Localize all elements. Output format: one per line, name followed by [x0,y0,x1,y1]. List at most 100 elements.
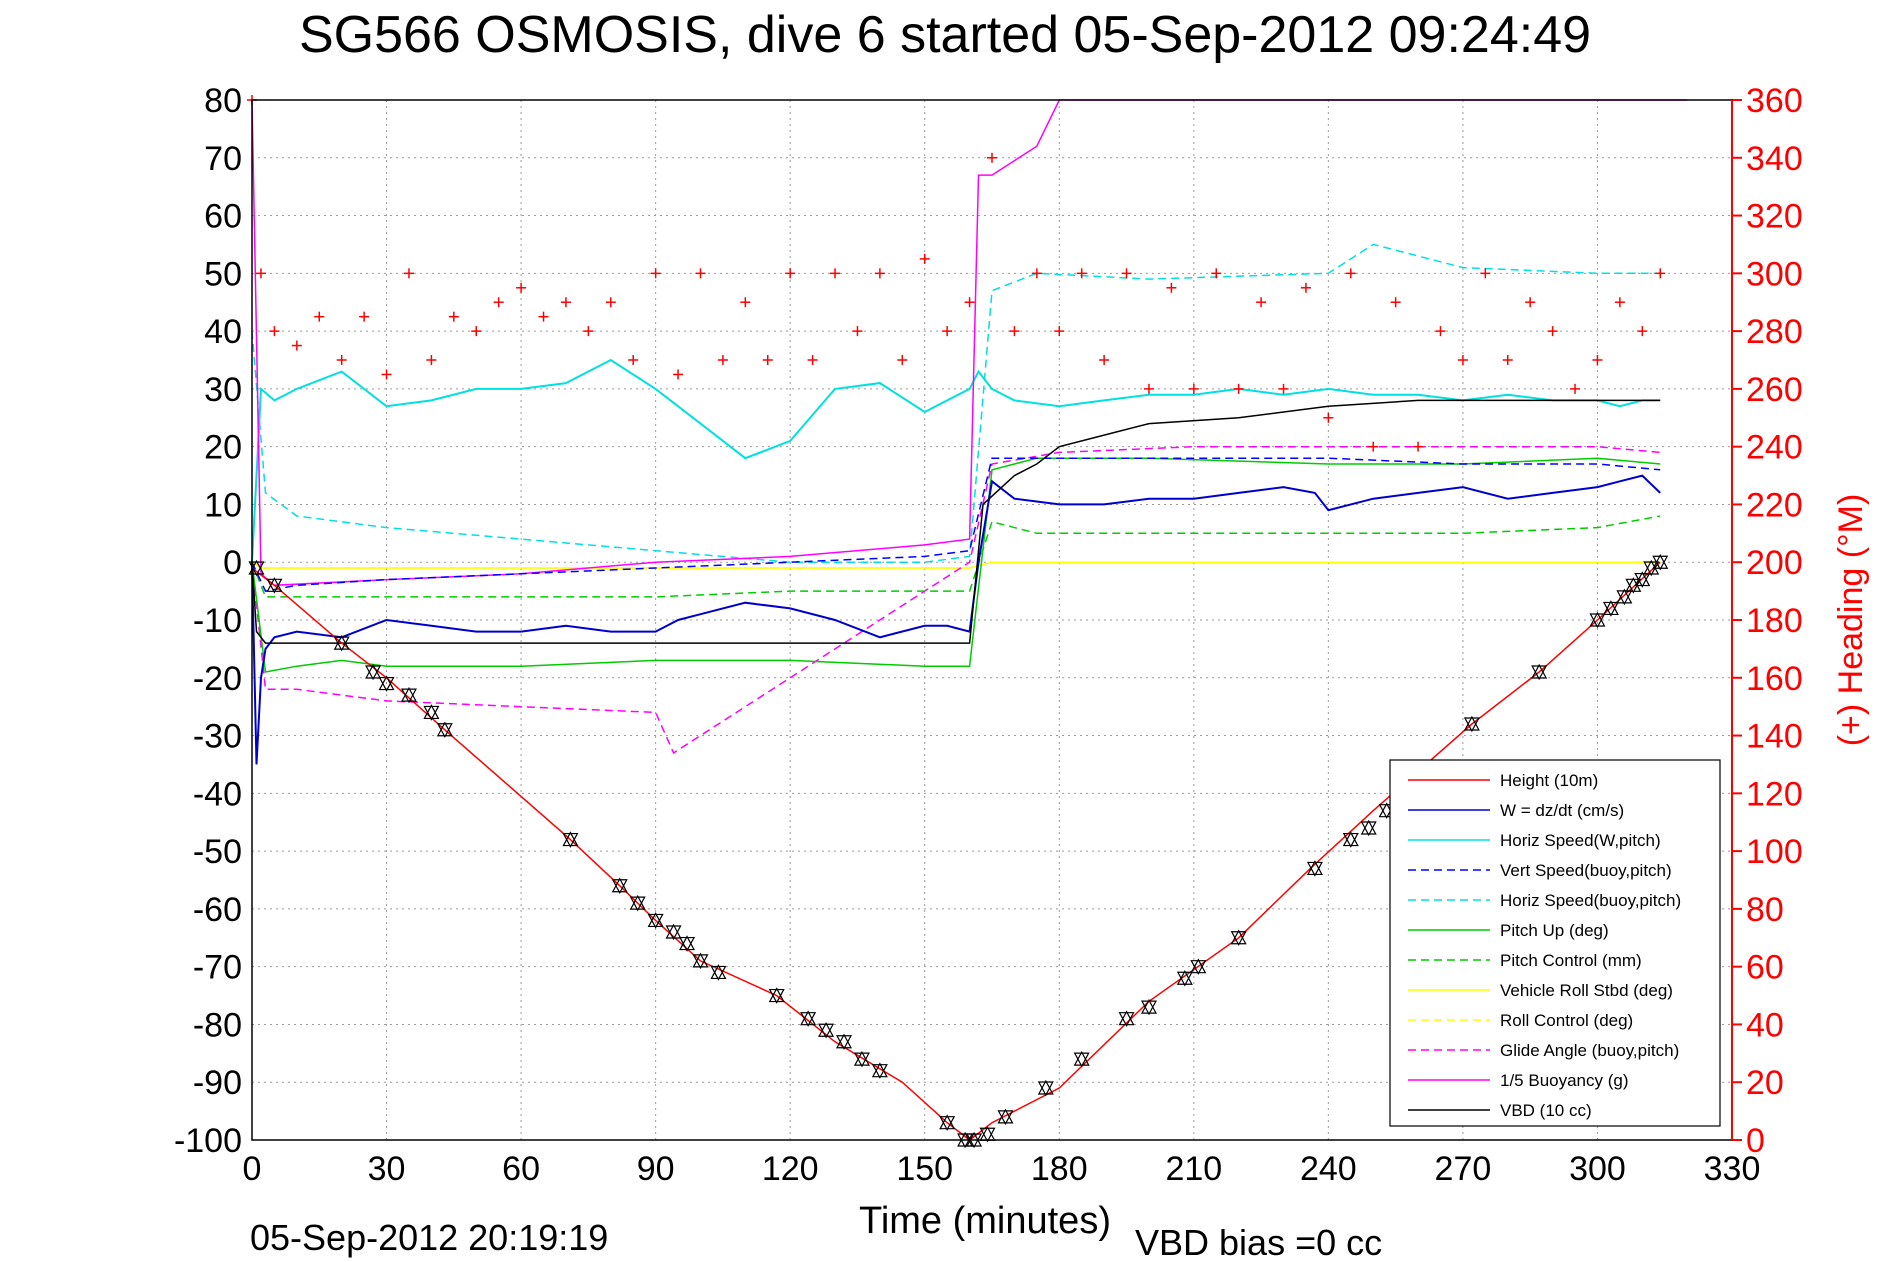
height-marker [1306,860,1323,877]
left-tick-label: 20 [204,429,242,467]
legend-label: 1/5 Buoyancy (g) [1500,1071,1629,1090]
heading-point [1457,355,1468,365]
height-marker [768,987,785,1004]
legend-label: Glide Angle (buoy,pitch) [1500,1041,1679,1060]
legend-label: Vert Speed(buoy,pitch) [1500,861,1672,880]
heading-point [1211,268,1222,279]
heading-point [673,369,684,380]
heading-point [1300,282,1311,293]
right-tick-label: 360 [1746,82,1803,120]
heading-point [583,326,594,337]
series-pitch_control [251,515,1661,598]
legend-entry: VBD (10 cc) [1408,1101,1592,1120]
height-marker [1230,929,1247,947]
legend-entry: W = dz/dt (cm/s) [1408,801,1624,820]
heading-point [650,268,661,279]
height-marker [1176,969,1193,987]
height-marker [692,952,709,970]
heading-point [1390,297,1401,308]
right-tick-label: 280 [1746,313,1803,351]
left-tick-label: 80 [204,82,242,120]
left-tick-label: 10 [204,486,242,524]
left-tick-label: -90 [193,1064,242,1102]
x-tick-label: 90 [637,1150,675,1188]
right-tick-label: 320 [1746,198,1803,236]
heading-point [897,355,908,365]
right-tick-label: 100 [1746,833,1803,871]
heading-point [493,297,504,308]
x-axis-label: Time (minutes) [859,1200,1111,1242]
heading-point [1547,326,1558,337]
series-horiz_speed_buoy [251,243,1661,563]
height-marker [248,559,265,577]
left-tick-label: 40 [204,313,242,351]
left-tick-label: -10 [193,602,242,640]
grid-lines [251,99,1733,1141]
heading-point [1502,355,1513,365]
heading-layer [247,95,1666,452]
height-marker [423,704,440,721]
heading-point [1592,355,1603,365]
heading-point [1031,268,1042,279]
heading-point [987,152,997,163]
legend-label: Vehicle Roll Stbd (deg) [1500,981,1673,1000]
heading-point [1188,383,1199,394]
left-tick-label: -50 [193,833,242,871]
legend-entry: Pitch Control (mm) [1408,951,1642,970]
heading-point [448,311,459,322]
x-tick-label: 150 [896,1150,953,1188]
heading-point [1143,383,1154,394]
height-marker [647,912,664,929]
heading-point [1076,268,1087,279]
series-w [251,474,1661,765]
heading-point [471,326,482,337]
heading-point [852,326,863,337]
heading-point [919,253,930,264]
right-tick-label: 120 [1746,775,1803,813]
right-tick-label: 140 [1746,718,1803,756]
height-marker [818,1021,835,1039]
x-tick-label: 30 [368,1150,406,1188]
height-marker [1463,715,1480,733]
height-marker [333,634,350,652]
legend-entry: 1/5 Buoyancy (g) [1408,1071,1629,1090]
heading-point [1345,268,1356,279]
x-tick-label: 270 [1435,1150,1492,1188]
heading-point [942,326,953,337]
heading-point [1368,441,1379,452]
x-tick-label: 330 [1704,1150,1761,1188]
heading-point [1099,355,1110,365]
right-tick-label: 40 [1746,1006,1784,1044]
x-axis-ticks: 0 30 60 90 120 150 180 210 240 270 300 330 [243,1150,1761,1188]
height-marker [378,675,395,692]
height-marker [1190,958,1207,975]
height-marker [1360,819,1377,837]
height-marker [1652,553,1669,571]
right-tick-label: 60 [1746,949,1784,987]
legend-entry: Vert Speed(buoy,pitch) [1408,861,1672,880]
height-marker [1037,1079,1054,1097]
left-tick-label: -40 [193,775,242,813]
legend-entry: Vehicle Roll Stbd (deg) [1408,981,1673,1000]
legend: Height (10m) W = dz/dt (cm/s) Horiz Speed(… [1389,759,1721,1127]
heading-point [605,297,616,308]
height-marker [800,1010,817,1027]
right-tick-label: 80 [1746,891,1784,929]
legend-box [1389,759,1721,1127]
left-tick-label: 70 [204,140,242,178]
heading-point [1278,383,1289,394]
heading-point [516,282,527,293]
right-tick-label: 220 [1746,486,1803,524]
footer-timestamp: 05-Sep-2012 20:19:19 [250,1217,608,1258]
heading-point [1413,441,1424,452]
height-marker [1634,571,1651,588]
left-tick-label: 30 [204,371,242,409]
heading-point [255,268,266,279]
heading-point [1655,268,1666,279]
heading-point [403,268,414,279]
heading-point [1323,412,1334,423]
heading-point [426,355,437,365]
right-tick-label: 160 [1746,660,1803,698]
right-tick-label: 0 [1746,1122,1765,1160]
height-marker [629,894,646,912]
